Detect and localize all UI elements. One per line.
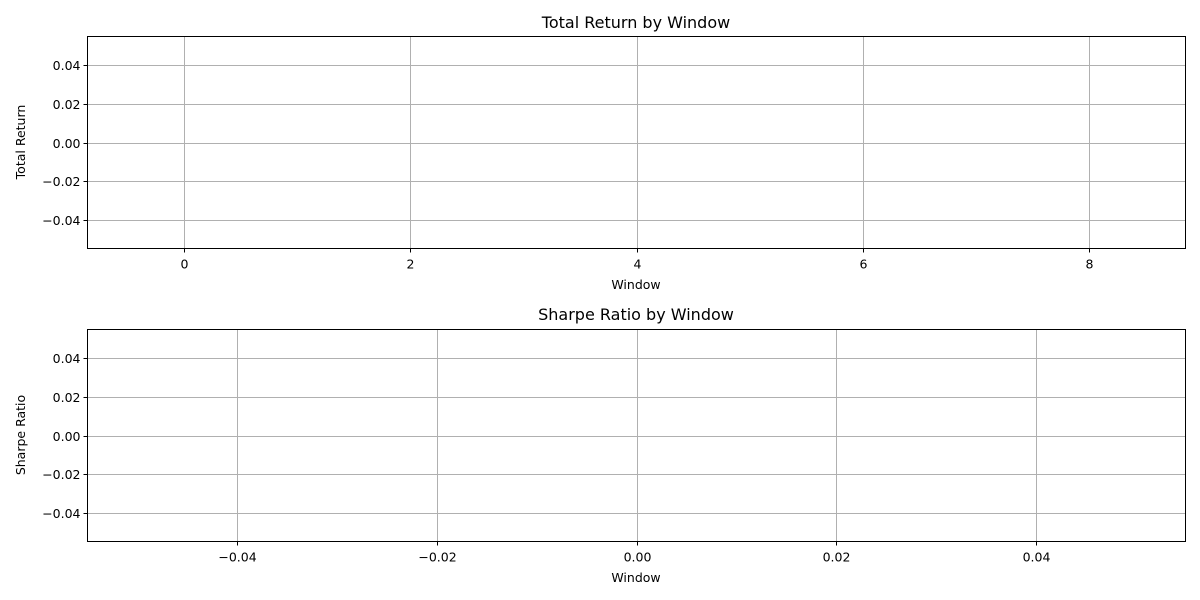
total-return-y-tick-label: 0.00 [53,136,81,151]
sharpe-ratio-y-label: Sharpe Ratio [13,395,28,475]
sharpe-ratio-title: Sharpe Ratio by Window [538,305,734,324]
sharpe-ratio-x-tick-label: 0.00 [624,550,652,565]
sharpe-ratio-y-tick-label: −0.02 [42,467,80,482]
sharpe-ratio-x-tick-label: −0.02 [418,550,456,565]
total-return-y-tick-label: 0.02 [53,97,81,112]
total-return-x-tick-label: 6 [860,257,868,272]
total-return-y-axis: −0.04 −0.02 0.00 0.02 0.04 [42,58,88,228]
sharpe-ratio-x-tick-label: 0.02 [823,550,851,565]
total-return-plot-frame [87,36,1186,249]
sharpe-ratio-x-tick-label: 0.04 [1023,550,1051,565]
sharpe-ratio-grid [87,329,1186,542]
sharpe-ratio-y-tick-label: 0.02 [53,390,81,405]
total-return-x-tick-label: 2 [407,257,415,272]
sharpe-ratio-x-axis: −0.04 −0.02 0.00 0.02 0.04 [218,541,1051,565]
total-return-y-tick-label: −0.02 [42,174,80,189]
sharpe-ratio-y-tick-label: −0.04 [42,506,80,521]
total-return-grid [87,36,1186,249]
total-return-y-tick-label: 0.04 [53,58,81,73]
total-return-y-tick-label: −0.04 [42,213,80,228]
total-return-panel: Total Return by Window 0 2 4 6 8 −0.04 −0.02 0… [13,13,1186,292]
sharpe-ratio-x-label: Window [611,570,660,585]
total-return-x-axis: 0 2 4 6 8 [181,248,1094,272]
total-return-x-tick-label: 8 [1086,257,1094,272]
total-return-x-tick-label: 0 [181,257,189,272]
total-return-title: Total Return by Window [541,13,730,32]
sharpe-ratio-x-tick-label: −0.04 [218,550,256,565]
sharpe-ratio-y-tick-label: 0.04 [53,351,81,366]
sharpe-ratio-y-tick-label: 0.00 [53,429,81,444]
total-return-y-label: Total Return [13,105,28,181]
total-return-x-tick-label: 4 [634,257,642,272]
sharpe-ratio-panel: Sharpe Ratio by Window −0.04 −0.02 0.00 0.0… [13,305,1186,585]
sharpe-ratio-plot-frame [87,329,1186,542]
sharpe-ratio-y-axis: −0.04 −0.02 0.00 0.02 0.04 [42,351,88,521]
total-return-x-label: Window [611,277,660,292]
